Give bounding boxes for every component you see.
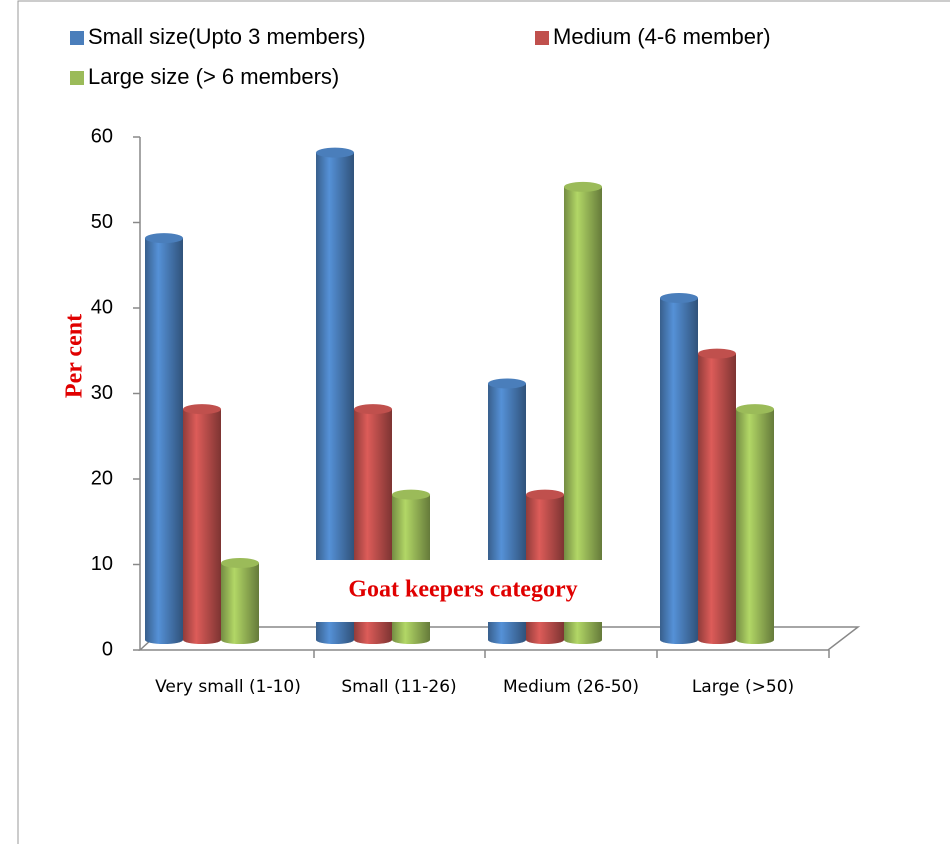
annotation-box <box>290 560 636 622</box>
bar-top <box>660 293 698 303</box>
y-axis-label: Per cent <box>62 314 88 398</box>
bar <box>660 298 698 640</box>
bar-bottom <box>736 636 774 644</box>
bar <box>736 409 774 640</box>
bar-top <box>736 404 774 415</box>
bar-top <box>564 181 602 192</box>
x-tick-label: Small (11-26) <box>341 677 457 697</box>
y-tick-label: 60 <box>91 125 113 147</box>
bar-top <box>183 404 221 415</box>
bar-top <box>221 558 259 569</box>
bar-top <box>316 147 354 158</box>
y-tick-label: 0 <box>102 638 113 660</box>
bar-bottom <box>354 636 392 644</box>
y-tick-label: 40 <box>91 296 113 318</box>
annotation: Goat keepers category <box>348 577 577 603</box>
bar-bottom <box>564 636 602 644</box>
bar-top <box>392 489 430 500</box>
frame <box>17 0 950 844</box>
bar-top <box>145 233 183 244</box>
bar-bottom <box>526 636 564 644</box>
bar <box>221 563 259 640</box>
bar-top <box>354 404 392 415</box>
y-tick-label: 20 <box>91 467 113 489</box>
bar-bottom <box>392 636 430 644</box>
legend-swatch <box>70 71 84 85</box>
bar-bottom <box>660 636 698 644</box>
x-tick-label: Very small (1-10) <box>155 677 301 697</box>
x-tick-label: Medium (26-50) <box>502 677 640 697</box>
bar-bottom <box>698 636 736 644</box>
y-tick-label: 10 <box>91 553 113 575</box>
bar-bottom <box>145 636 183 644</box>
legend-label: Large size (> 6 members) <box>88 64 339 89</box>
y-tick-label: 30 <box>91 382 113 404</box>
bar-bottom <box>488 636 526 644</box>
bar-top <box>526 489 564 500</box>
y-tick-label: 50 <box>91 211 113 233</box>
bar <box>316 152 354 640</box>
bar-bottom <box>183 636 221 644</box>
bar <box>183 409 221 640</box>
legend-label: Small size(Upto 3 members) <box>88 24 366 49</box>
legend-label: Medium (4-6 member) <box>553 24 771 49</box>
bar-bottom <box>316 636 354 644</box>
bar <box>145 238 183 640</box>
legend-swatch <box>70 31 84 45</box>
bar-top <box>698 348 736 359</box>
x-tick-label: Large (>50) <box>691 677 795 697</box>
bar <box>698 353 736 640</box>
bar-top <box>488 378 526 389</box>
bar-bottom <box>221 636 259 644</box>
legend-swatch <box>535 31 549 45</box>
